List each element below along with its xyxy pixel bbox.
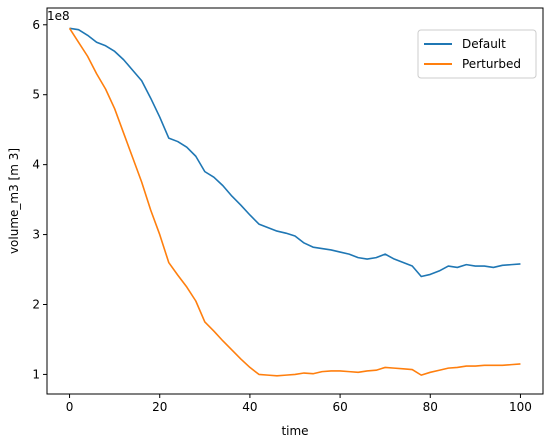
legend-box (417, 29, 537, 79)
x-tick-label: 20 (152, 400, 167, 414)
y-axis-ticks: 1 2 3 4 5 6 (32, 18, 47, 381)
y-tick-label: 4 (32, 158, 40, 172)
y-tick-label: 2 (32, 297, 40, 311)
x-tick-label: 100 (509, 400, 532, 414)
x-axis-ticks: 0 20 40 60 80 100 (66, 394, 532, 414)
y-offset-label: 1e8 (47, 9, 70, 23)
legend-label-perturbed: Perturbed (462, 57, 521, 71)
x-tick-label: 80 (423, 400, 438, 414)
legend-label-default: Default (462, 37, 506, 51)
x-tick-label: 60 (332, 400, 347, 414)
x-tick-label: 40 (242, 400, 257, 414)
series-layer (68, 27, 521, 377)
y-tick-label: 3 (32, 228, 40, 242)
y-tick-label: 5 (32, 88, 40, 102)
legend: Default Perturbed (417, 29, 537, 79)
y-axis-label: volume_m3 [m 3] (7, 148, 21, 254)
x-axis-label: time (281, 424, 308, 438)
series-line-default (69, 27, 521, 278)
x-tick-label: 0 (66, 400, 74, 414)
series-line-perturbed (68, 27, 521, 377)
y-tick-label: 1 (32, 367, 40, 381)
y-tick-label: 6 (32, 18, 40, 32)
